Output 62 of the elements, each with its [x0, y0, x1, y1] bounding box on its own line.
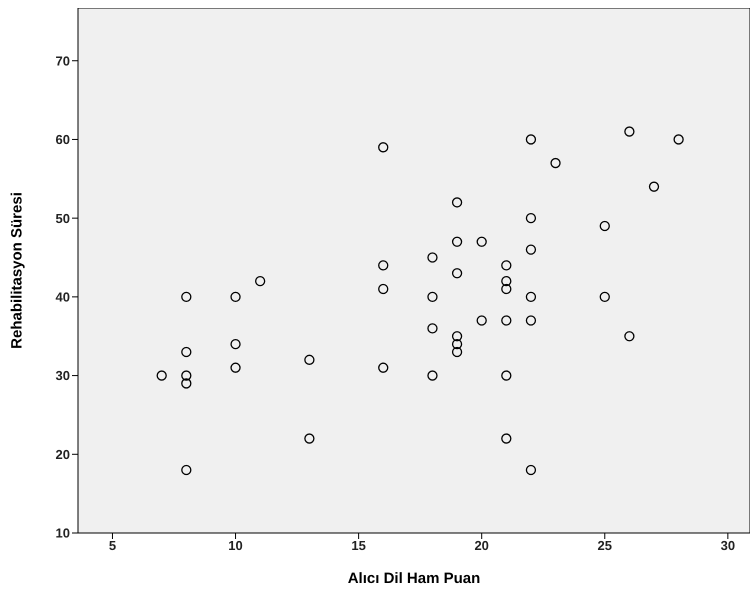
point	[181, 464, 192, 476]
point	[673, 134, 684, 145]
point	[452, 236, 462, 247]
point	[501, 315, 512, 326]
point	[526, 134, 536, 145]
point	[181, 346, 192, 358]
point	[624, 126, 635, 137]
point	[452, 331, 462, 342]
point	[452, 338, 462, 350]
point	[476, 315, 487, 326]
point	[501, 260, 512, 271]
y-tick-label: 60	[56, 132, 70, 148]
point	[624, 331, 635, 342]
point	[648, 182, 660, 192]
point	[452, 268, 462, 278]
point	[181, 292, 192, 302]
y-tick-label: 50	[56, 210, 70, 226]
x-tick-label: 30	[720, 538, 736, 554]
y-tick-label: 70	[56, 53, 70, 68]
point	[255, 276, 266, 286]
point	[501, 276, 512, 286]
point	[156, 370, 167, 381]
point	[452, 197, 462, 208]
y-tick-label: 30	[56, 368, 70, 384]
point	[181, 370, 192, 381]
point	[600, 220, 610, 232]
point	[230, 362, 241, 373]
point	[181, 378, 192, 389]
point	[304, 354, 315, 365]
point	[526, 464, 536, 476]
x-tick-label: 25	[598, 538, 612, 554]
y-tick-label: 10	[56, 526, 70, 541]
point	[304, 433, 315, 444]
y-axis-title: Rehabilitasyon Süresi	[8, 192, 26, 349]
x-tick-label: 20	[474, 538, 489, 554]
point	[526, 315, 536, 326]
point	[427, 252, 438, 263]
point	[427, 292, 438, 302]
point	[526, 244, 536, 255]
x-tick-label: 5	[108, 538, 116, 554]
point	[378, 260, 388, 271]
x-tick-label: 15	[351, 538, 366, 554]
point	[452, 346, 462, 358]
point	[501, 433, 512, 444]
point	[427, 323, 438, 334]
y-tick-label: 20	[56, 446, 70, 462]
point	[501, 370, 512, 381]
x-tick-label: 10	[228, 538, 243, 554]
point	[378, 284, 388, 294]
point	[476, 236, 487, 247]
point	[600, 292, 610, 302]
point	[230, 292, 241, 302]
y-tick-label: 40	[56, 289, 70, 304]
point	[550, 158, 561, 168]
point	[427, 370, 438, 381]
point	[378, 362, 388, 373]
point	[526, 292, 536, 302]
point	[526, 213, 536, 224]
point	[378, 142, 388, 152]
x-axis-title: Alıcı Dil Ham Puan	[348, 570, 480, 587]
point	[501, 284, 512, 294]
point	[230, 338, 241, 350]
